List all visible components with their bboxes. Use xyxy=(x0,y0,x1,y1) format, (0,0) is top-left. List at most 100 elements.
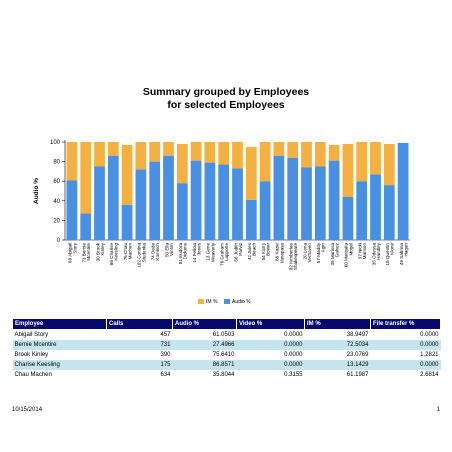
cell-audio: 75.6410 xyxy=(212,352,235,358)
y-tick-label: 40 xyxy=(53,199,60,205)
cell-im: 23.0769 xyxy=(346,352,369,358)
bar-im xyxy=(370,142,381,175)
x-tick-label: 78 GrahamLapporte xyxy=(220,243,230,266)
cell-calls: 175 xyxy=(106,360,173,370)
table-row: Abigail Story 457 61.0503 0.0000 38.9497… xyxy=(13,330,441,341)
legend-swatch xyxy=(224,299,230,304)
bar-audio xyxy=(176,183,188,240)
bar-audio xyxy=(218,164,230,240)
bar-audio xyxy=(149,161,161,240)
cell-calls: 731 xyxy=(106,340,173,350)
x-tick-label: 35 OdessaHandley xyxy=(371,242,381,265)
report-title-line2: for selected Employees xyxy=(167,99,285,111)
report-title: Summary grouped by Employees for selecte… xyxy=(0,86,452,112)
bar-audio xyxy=(328,160,340,240)
x-tick-label: 56 JudithParviz xyxy=(233,242,243,261)
x-tick-label: 14 FeliciaJones xyxy=(192,242,202,262)
column-header-calls: Calls xyxy=(106,318,173,330)
bar-audio xyxy=(370,174,381,240)
cell-calls: 634 xyxy=(160,372,171,378)
cell-file-transfer: 0.0000 xyxy=(370,360,441,370)
bar-audio xyxy=(245,199,257,240)
y-tick-label: 20 xyxy=(53,218,60,224)
cell-employee: Chau Machen xyxy=(14,372,52,378)
cell-audio: 61.0503 xyxy=(212,332,235,338)
y-tick-label: 80 xyxy=(53,160,60,166)
bar-im xyxy=(121,144,133,205)
bar-audio xyxy=(259,181,271,240)
bar-im xyxy=(204,142,216,163)
column-header-im: IM % xyxy=(304,318,371,330)
cell-employee: Brook Kinley xyxy=(14,352,49,358)
y-axis-title: Audio % xyxy=(33,178,40,204)
x-tick-label: 73 BernieMcentire xyxy=(82,243,92,263)
x-tick-label: 74 DedeKomisch xyxy=(151,243,161,261)
cell-video: 0.0000 xyxy=(284,332,303,338)
bar-audio xyxy=(273,155,285,240)
x-tick-label: 102 ContinaStudenka xyxy=(137,243,147,268)
column-header-audio: Audio % xyxy=(172,318,237,330)
y-tick-label: 0 xyxy=(57,238,61,244)
x-tick-label: 60 MarquitaMogel xyxy=(344,243,354,268)
legend-label: Audio % xyxy=(232,299,251,305)
x-tick-label: 50 EllaVinton xyxy=(164,243,174,257)
report-title-line1: Summary grouped by Employees xyxy=(142,86,310,98)
bar-audio xyxy=(383,185,395,240)
legend-swatch xyxy=(198,299,204,304)
y-tick-label: 100 xyxy=(50,140,61,146)
cell-file-transfer: 2.6814 xyxy=(420,372,439,378)
x-tick-label: 89 AbigailStory xyxy=(68,242,78,263)
cell-audio: 86.8571 xyxy=(172,360,237,370)
summary-table: Employee Calls Audio % Video % IM % File… xyxy=(12,318,441,380)
bar-audio xyxy=(80,213,92,240)
cell-calls: 390 xyxy=(160,352,171,358)
bar-im xyxy=(259,142,271,182)
bar-audio xyxy=(397,142,409,240)
bar-audio xyxy=(107,155,119,240)
table-row: Brook Kinley 390 75.6410 0.0000 23.0769 … xyxy=(13,350,441,360)
bar-im xyxy=(107,142,119,156)
cell-video: 0.3155 xyxy=(284,372,303,378)
bar-audio xyxy=(66,180,78,240)
x-tick-label: 66 KazieVanepasa xyxy=(275,243,285,264)
bar-audio xyxy=(232,168,243,240)
stacked-bar-chart: 0 20 40 60 80 100 Audio % 89 AbigailStory 73 Ber… xyxy=(33,140,410,305)
cell-video: 0.0000 xyxy=(236,360,305,370)
x-tick-label: 30 BrookKinley xyxy=(95,242,105,261)
x-tick-label: 81 EudoraDickens xyxy=(178,242,188,264)
cell-calls: 457 xyxy=(160,332,171,338)
cell-file-transfer: 0.0000 xyxy=(420,332,439,338)
bar-im xyxy=(342,143,354,197)
bar-audio xyxy=(135,169,147,240)
bar-audio xyxy=(301,167,312,240)
bar-audio xyxy=(204,162,216,240)
x-tick-label: 57 MaddyAgin xyxy=(316,242,326,263)
bar-im xyxy=(163,142,174,156)
cell-file-transfer: 1.2821 xyxy=(420,352,439,358)
bar-audio xyxy=(94,166,105,240)
table-row: Charise Keesling 175 86.8571 0.0000 13.1… xyxy=(12,360,441,370)
bar-im xyxy=(301,142,312,168)
x-tick-label: 82 KimberleeShakespeare xyxy=(289,243,299,271)
x-tick-label: 76 ChauMachen xyxy=(123,243,133,261)
bar-im xyxy=(94,142,105,167)
bar-im xyxy=(232,142,243,169)
cell-employee: Abigail Story xyxy=(14,332,49,338)
bar-im xyxy=(218,142,230,165)
x-tick-label: 54 KarryBower xyxy=(261,242,271,260)
column-header-employee: Employee xyxy=(12,318,107,330)
cell-video: 0.0000 xyxy=(284,352,303,358)
y-tick-label: 60 xyxy=(53,179,60,185)
bar-im xyxy=(149,142,161,162)
bar-im xyxy=(245,146,257,200)
report-date: 10/15/2014 xyxy=(12,407,43,413)
cell-audio: 27.4966 xyxy=(172,340,237,350)
bar-audio xyxy=(287,157,299,240)
x-tick-label: 13 GeneWeaverly xyxy=(206,242,216,262)
table-row: Bernie Mcentire 731 27.4966 0.0000 72.50… xyxy=(12,340,441,350)
bar-im xyxy=(176,143,188,184)
cell-im: 38.9497 xyxy=(346,332,369,338)
cell-im: 13.1429 xyxy=(304,360,371,370)
x-tick-label: 18 QuentinKlone xyxy=(385,243,395,266)
bar-im xyxy=(314,142,326,167)
